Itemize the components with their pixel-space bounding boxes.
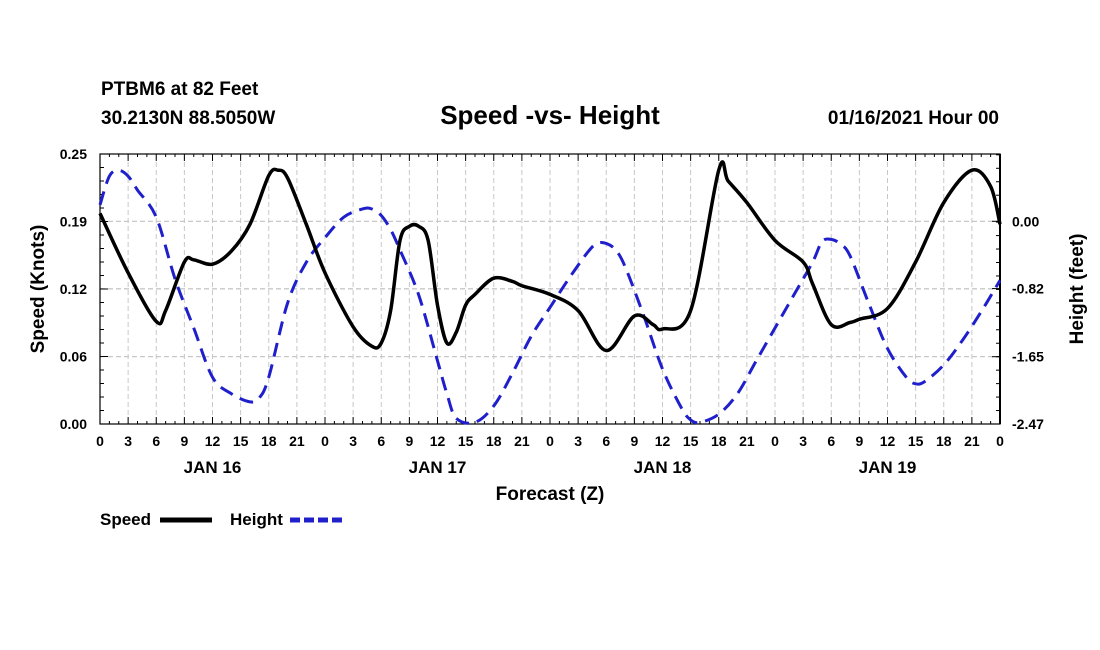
x-tick-label: 18: [486, 433, 502, 449]
x-tick-label: 6: [377, 433, 385, 449]
y2-axis-label: Height (feet): [1067, 234, 1088, 345]
x-tick-label: 18: [261, 433, 277, 449]
y2-tick-label: -0.82: [1012, 281, 1044, 297]
x-tick-label: 21: [739, 433, 755, 449]
x-tick-label: 3: [124, 433, 132, 449]
x-tick-label: 15: [908, 433, 924, 449]
x-tick-label: 12: [205, 433, 221, 449]
x-tick-label: 9: [180, 433, 188, 449]
grid-lines: [100, 153, 1000, 425]
x-tick-label: 12: [655, 433, 671, 449]
x-tick-label: 18: [711, 433, 727, 449]
legend-speed-label: Speed: [100, 510, 151, 529]
x-tick-label: 12: [430, 433, 446, 449]
x-tick-label: 3: [799, 433, 807, 449]
x-tick-label: 6: [152, 433, 160, 449]
x-tick-label: 0: [546, 433, 554, 449]
x-axis-label: Forecast (Z): [496, 484, 605, 505]
x-tick-label: 0: [96, 433, 104, 449]
x-tick-label: 15: [683, 433, 699, 449]
x-tick-label: 21: [289, 433, 305, 449]
x-tick-label: 21: [964, 433, 980, 449]
x-tick-label: 9: [630, 433, 638, 449]
y-tick-label: 0.25: [60, 146, 87, 162]
y-tick-label: 0.06: [60, 349, 87, 365]
y2-tick-label: -2.47: [1012, 416, 1044, 432]
x-tick-label: 6: [827, 433, 835, 449]
axis-ticks: 0 3 6 9 12 15 18 21 0 3 6 9 12 15 18 21 0 3 6 9 12 15 18 21 0 3 6 9…: [60, 146, 1044, 477]
x-tick-label: 6: [602, 433, 610, 449]
legend-height-label: Height: [230, 510, 283, 529]
day-label: JAN 16: [184, 458, 242, 477]
y-axis-label: Speed (Knots): [28, 225, 49, 354]
y2-tick-label: -1.65: [1012, 349, 1044, 365]
series-line-speed: [98, 160, 1002, 353]
y-tick-label: 0.12: [60, 281, 87, 297]
x-tick-label: 21: [514, 433, 530, 449]
x-tick-label: 15: [233, 433, 249, 449]
series-line-height: [98, 168, 1002, 425]
x-tick-label: 12: [880, 433, 896, 449]
chart-title: Speed -vs- Height: [440, 100, 660, 130]
legend: Speed Height: [100, 510, 342, 529]
y-tick-label: 0.19: [60, 214, 87, 230]
x-tick-label: 3: [574, 433, 582, 449]
day-label: JAN 17: [409, 458, 467, 477]
x-tick-label: 9: [405, 433, 413, 449]
y-tick-label: 0.00: [60, 416, 87, 432]
x-tick-label: 9: [855, 433, 863, 449]
y2-tick-label: 0.00: [1012, 213, 1039, 229]
x-tick-label: 18: [936, 433, 952, 449]
day-label: JAN 19: [859, 458, 917, 477]
x-tick-label: 15: [458, 433, 474, 449]
x-tick-label: 0: [996, 433, 1004, 449]
day-label: JAN 18: [634, 458, 692, 477]
x-tick-label: 0: [771, 433, 779, 449]
series-group: [98, 160, 1002, 425]
station-label: PTBM6 at 82 Feet: [101, 79, 259, 100]
forecast-datetime: 01/16/2021 Hour 00: [828, 108, 999, 129]
x-tick-label: 3: [349, 433, 357, 449]
coordinates-label: 30.2130N 88.5050W: [101, 108, 275, 129]
x-tick-label: 0: [321, 433, 329, 449]
